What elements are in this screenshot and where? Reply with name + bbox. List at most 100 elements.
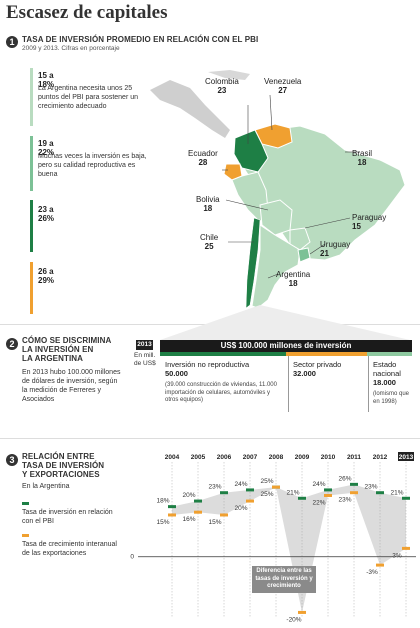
leader-line (225, 199, 269, 211)
uruguay-shape (297, 247, 311, 263)
investment-share-bar (160, 352, 412, 356)
investment-label: 26% (338, 475, 351, 482)
block-label: Estado nacional (373, 360, 401, 378)
exports-marker (350, 491, 358, 495)
exports-marker (168, 513, 176, 517)
country-label-colombia: Colombia 23 (205, 77, 239, 95)
country-name: Argentina (276, 270, 311, 279)
section-3-number: 3 (6, 454, 18, 466)
block-divider (288, 356, 289, 412)
section-2-heading: CÓMO SE DISCRIMINA LA INVERSIÓN EN LA AR… (22, 336, 111, 363)
year-label: 2007 (243, 454, 258, 461)
legend-range: 26 a 29% (38, 267, 55, 285)
country-value: 21 (320, 249, 329, 258)
gap-area (172, 484, 406, 613)
unit-line: de US$ (134, 360, 156, 367)
argentina-shape (251, 224, 301, 309)
legend-text: Tasa de crecimiento interanual de las ex… (22, 541, 117, 557)
block-value: 32.000 (293, 369, 316, 378)
country-value: 25 (204, 242, 214, 251)
investment-marker (194, 499, 202, 503)
block-note: (39.000 construcción de viviendas, 11.00… (165, 382, 277, 403)
year-label: 2013 (399, 454, 414, 461)
investment-marker (168, 505, 176, 509)
section-2-text: En 2013 hubo 100.000 millones de dólares… (22, 369, 121, 403)
investment-label: 18% (156, 498, 169, 505)
country-label-paraguay: Paraguay 15 (352, 213, 386, 231)
exports-label: 3% (392, 552, 402, 559)
country-name: Ecuador (188, 149, 218, 158)
country-name: Uruguay (320, 240, 351, 249)
country-label-bolivia: Bolivia 18 (196, 195, 220, 213)
heading-line: LA ARGENTINA (22, 354, 84, 363)
share-segment (366, 352, 412, 356)
paraguay-shape (289, 227, 311, 251)
country-name: Colombia (205, 77, 239, 86)
legend-range: 15 a 18% (38, 71, 55, 89)
exports-marker (220, 513, 228, 517)
total-investment-header: US$ 100.000 millones de inversión (160, 340, 412, 352)
central-america-shape (150, 80, 230, 138)
investment-label: 23% (364, 484, 377, 491)
year-highlight (398, 452, 414, 461)
block-label: Inversión no reproductiva (165, 360, 250, 369)
legend-color-bar (30, 262, 33, 314)
unit-line: En mill. (134, 352, 156, 359)
exports-marker (272, 485, 280, 489)
country-value: 15 (352, 222, 361, 231)
investment-exports-chart: 0 2004 2005 2006 2007 2008 2009 2010 2011 2012 201… (130, 452, 416, 623)
investment-label: 24% (234, 481, 247, 488)
legend-color-bar (30, 68, 33, 126)
exports-label: 22% (312, 499, 325, 506)
investment-label: 21% (286, 489, 299, 496)
investment-marker (350, 482, 358, 486)
section-3-heading: RELACIÓN ENTRE TASA DE INVERSIÓN Y EXPOR… (22, 452, 104, 479)
share-segment (160, 352, 286, 356)
block-label: Sector privado (293, 360, 342, 369)
south-america-map (150, 70, 406, 309)
caribbean-shape (208, 70, 250, 80)
legend-range: 19 a 22% (38, 139, 55, 157)
investment-label: 23% (208, 484, 221, 491)
investment-marker (324, 488, 332, 492)
exports-label: 23% (338, 497, 351, 504)
legend-swatch (22, 502, 29, 505)
country-value: 18 (203, 204, 213, 213)
country-label-uruguay: Uruguay 21 (320, 240, 350, 258)
heading-line: Y EXPORTACIONES (22, 470, 100, 479)
heading-line: TASA DE INVERSIÓN (22, 461, 105, 470)
legend-range: 23 a 26% (38, 205, 55, 223)
legend-text: La Argentina necesita unos 25 puntos del… (38, 85, 139, 110)
year-label: 2012 (373, 454, 388, 461)
investment-block-state: Estado nacional 18.000 (lomismo que en 1… (373, 360, 415, 406)
share-segment (286, 352, 367, 356)
exports-marker (246, 499, 254, 503)
country-name: Bolivia (196, 195, 220, 204)
exports-label: 25% (260, 491, 273, 498)
country-name: Chile (200, 233, 219, 242)
country-value: 28 (198, 158, 208, 167)
year-badge: 2013 (136, 340, 153, 350)
exports-label: -3% (366, 569, 378, 576)
country-name: Venezuela (264, 77, 302, 86)
section-3-subheading: En la Argentina (22, 483, 70, 490)
exports-marker (402, 546, 410, 550)
year-label: 2004 (165, 454, 180, 461)
country-name: Brasil (352, 149, 373, 158)
leader-line (309, 243, 326, 255)
chile-shape (245, 217, 261, 309)
colombia-shape (233, 129, 269, 173)
exports-marker (324, 493, 332, 497)
heading-line: LA INVERSIÓN EN (22, 345, 94, 354)
exports-marker (298, 610, 306, 614)
investment-bracket (160, 305, 410, 340)
legend-color-bar (30, 136, 33, 191)
investment-label: 24% (312, 481, 325, 488)
country-value: 18 (357, 158, 367, 167)
year-label: 2009 (295, 454, 310, 461)
gap-annotation: Diferencia entre las tasas de inversión … (252, 566, 316, 593)
country-value: 23 (217, 86, 227, 95)
block-value: 18.000 (373, 378, 396, 387)
investment-marker (376, 491, 384, 495)
country-label-ecuador: Ecuador 28 (188, 149, 218, 167)
